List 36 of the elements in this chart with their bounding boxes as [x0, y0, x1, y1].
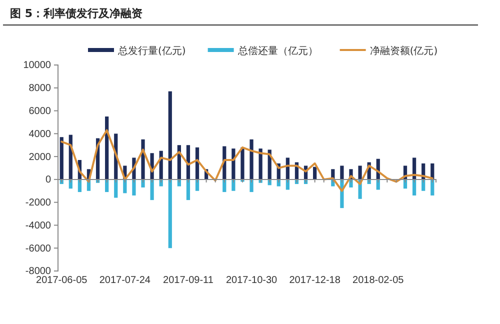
x-tick-label: 2017-12-18: [289, 275, 341, 286]
bar: [240, 147, 244, 180]
legend-label: 总发行量(亿元): [117, 45, 186, 57]
bar: [114, 179, 118, 198]
bar: [168, 179, 172, 248]
bar: [340, 166, 344, 180]
bar: [150, 179, 154, 200]
x-tick-label: 2017-10-30: [226, 275, 278, 286]
legend-label: 净融资额(亿元): [370, 45, 438, 57]
y-tick-label: 8000: [28, 83, 52, 94]
x-tick-label: 2017-07-24: [99, 275, 151, 286]
bar: [313, 166, 317, 180]
bar: [141, 179, 145, 188]
x-tick-label: 2017-06-05: [36, 275, 88, 286]
x-tick-label: 2018-02-05: [352, 275, 404, 286]
legend-label: 总偿还量（亿元）: [236, 45, 318, 57]
y-tick-label: -6000: [25, 243, 52, 254]
y-tick-label: 4000: [28, 128, 52, 140]
bar: [358, 166, 362, 180]
chart-title: 图 5：利率债发行及净融资: [10, 7, 142, 20]
bar: [132, 179, 136, 196]
bar: [349, 179, 353, 188]
y-tick-label: -8000: [25, 266, 52, 278]
bar: [250, 179, 254, 192]
y-tick-label: 10000: [23, 60, 52, 72]
x-tick-label: 2017-09-11: [163, 275, 214, 286]
y-tick-label: -4000: [25, 220, 52, 232]
bar: [168, 91, 172, 180]
y-tick-label: -2000: [25, 198, 52, 209]
bar: [250, 139, 254, 180]
bar: [60, 137, 64, 180]
line-series: [60, 129, 434, 192]
y-tick-label: 6000: [28, 106, 52, 117]
y-tick-label: 2000: [28, 152, 52, 163]
bar: [186, 179, 190, 200]
y-tick-label: 0: [45, 174, 52, 186]
